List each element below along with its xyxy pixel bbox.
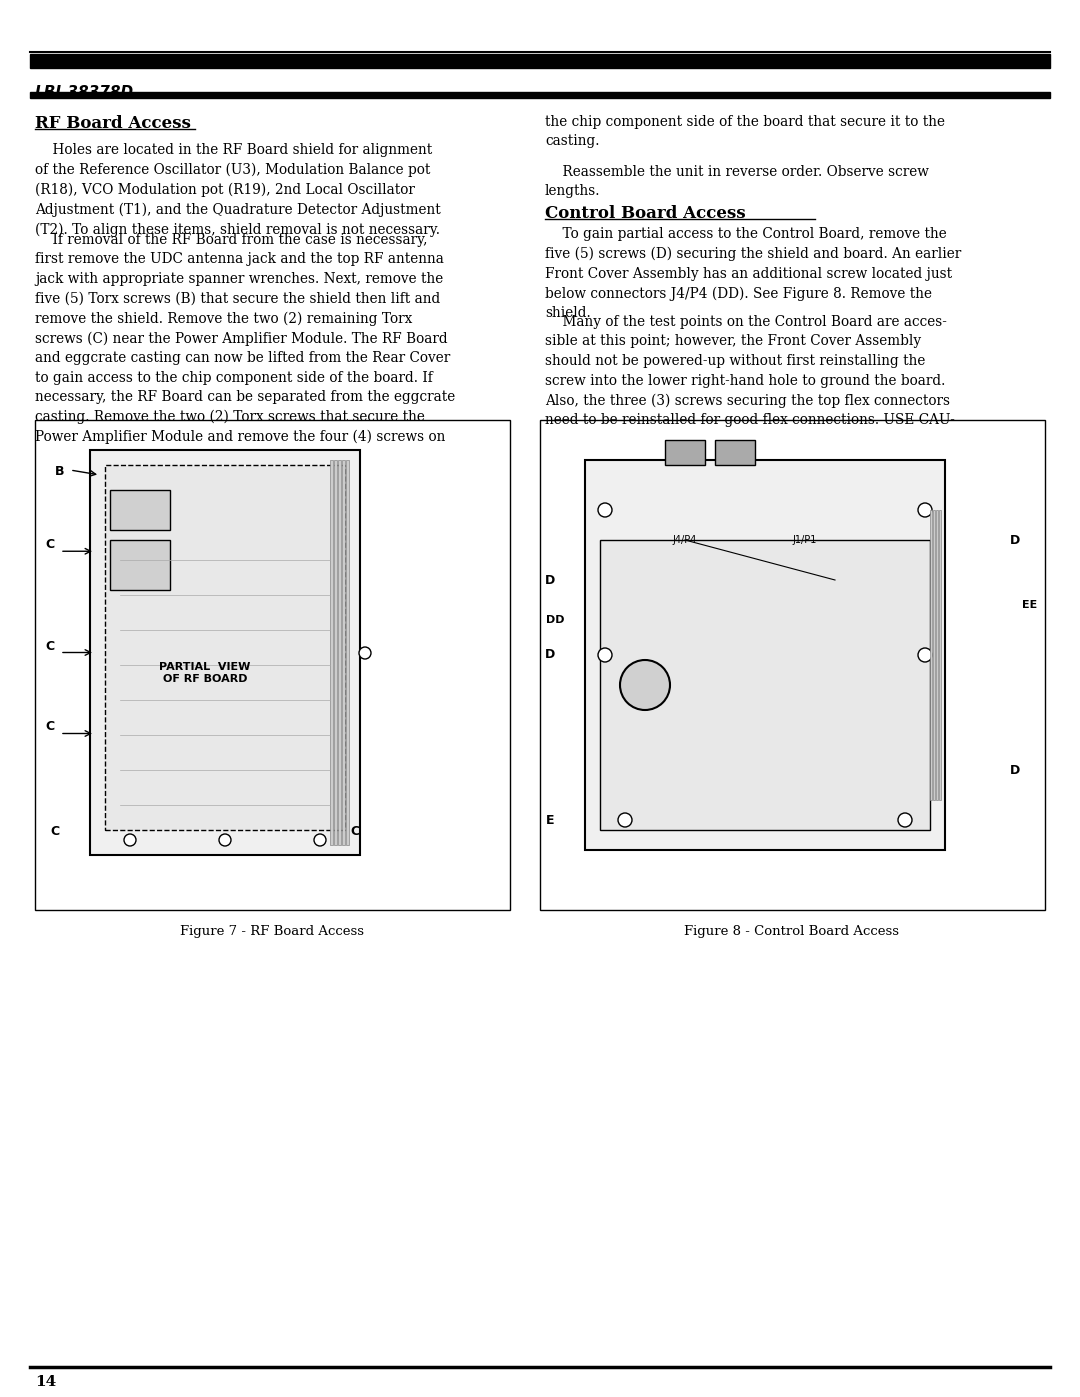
Bar — [930, 510, 932, 800]
Text: LBI-38378D: LBI-38378D — [35, 85, 134, 101]
Bar — [933, 510, 935, 800]
Text: 14: 14 — [35, 1375, 56, 1389]
Text: C: C — [45, 538, 55, 552]
Text: D: D — [1010, 764, 1021, 777]
Bar — [665, 440, 705, 465]
Bar — [330, 460, 333, 845]
Circle shape — [897, 813, 912, 827]
Text: C: C — [45, 721, 55, 733]
Text: J1/P1: J1/P1 — [793, 535, 818, 545]
Circle shape — [598, 648, 612, 662]
Bar — [540, 420, 1045, 909]
Text: C: C — [51, 826, 59, 838]
Circle shape — [219, 834, 231, 847]
Text: Control Board Access: Control Board Access — [545, 205, 745, 222]
Circle shape — [598, 503, 612, 517]
Bar — [110, 490, 170, 529]
Bar — [342, 460, 345, 845]
Bar — [585, 460, 945, 849]
Bar — [30, 54, 1050, 68]
Bar — [110, 541, 170, 590]
Text: J4/P4: J4/P4 — [673, 535, 698, 545]
Text: Holes are located in the RF Board shield for alignment
of the Reference Oscillat: Holes are located in the RF Board shield… — [35, 142, 441, 237]
Text: C: C — [45, 640, 55, 652]
Bar — [600, 541, 930, 830]
Bar — [35, 420, 510, 909]
Text: Many of the test points on the Control Board are acces-
sible at this point; how: Many of the test points on the Control B… — [545, 314, 955, 427]
Circle shape — [359, 647, 372, 659]
Text: To gain partial access to the Control Board, remove the
five (5) screws (​D) sec: To gain partial access to the Control Bo… — [545, 226, 961, 320]
Bar — [105, 465, 345, 830]
Circle shape — [620, 659, 670, 710]
Circle shape — [314, 834, 326, 847]
Bar — [936, 510, 939, 800]
Circle shape — [124, 834, 136, 847]
Bar — [338, 460, 341, 845]
Text: D: D — [545, 574, 555, 587]
Text: Reassemble the unit in reverse order. Observe screw
lengths.: Reassemble the unit in reverse order. Ob… — [545, 165, 929, 198]
Text: D: D — [1010, 534, 1021, 546]
Circle shape — [918, 503, 932, 517]
Text: D: D — [545, 648, 555, 662]
Circle shape — [918, 648, 932, 662]
Text: Figure 7 - RF Board Access: Figure 7 - RF Board Access — [180, 925, 364, 937]
Bar — [715, 440, 755, 465]
Text: C: C — [350, 826, 360, 838]
Text: E: E — [545, 813, 554, 827]
Text: EE: EE — [1023, 599, 1038, 610]
Text: RF Board Access: RF Board Access — [35, 115, 191, 131]
Bar — [939, 510, 941, 800]
Bar — [334, 460, 337, 845]
Bar — [30, 92, 1050, 98]
Bar — [90, 450, 360, 855]
Text: DD: DD — [545, 615, 564, 624]
Text: PARTIAL  VIEW
OF RF BOARD: PARTIAL VIEW OF RF BOARD — [160, 662, 251, 683]
Bar — [346, 460, 349, 845]
Text: If removal of the RF Board from the case is necessary,
first remove the UDC ante: If removal of the RF Board from the case… — [35, 233, 456, 444]
Circle shape — [618, 813, 632, 827]
Text: Figure 8 - Control Board Access: Figure 8 - Control Board Access — [685, 925, 900, 937]
Text: the chip component side of the board that secure it to the
casting.: the chip component side of the board tha… — [545, 115, 945, 148]
Text: B: B — [55, 465, 65, 478]
